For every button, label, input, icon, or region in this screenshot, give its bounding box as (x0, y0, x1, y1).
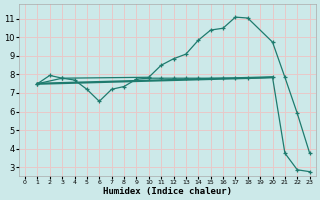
X-axis label: Humidex (Indice chaleur): Humidex (Indice chaleur) (103, 187, 232, 196)
